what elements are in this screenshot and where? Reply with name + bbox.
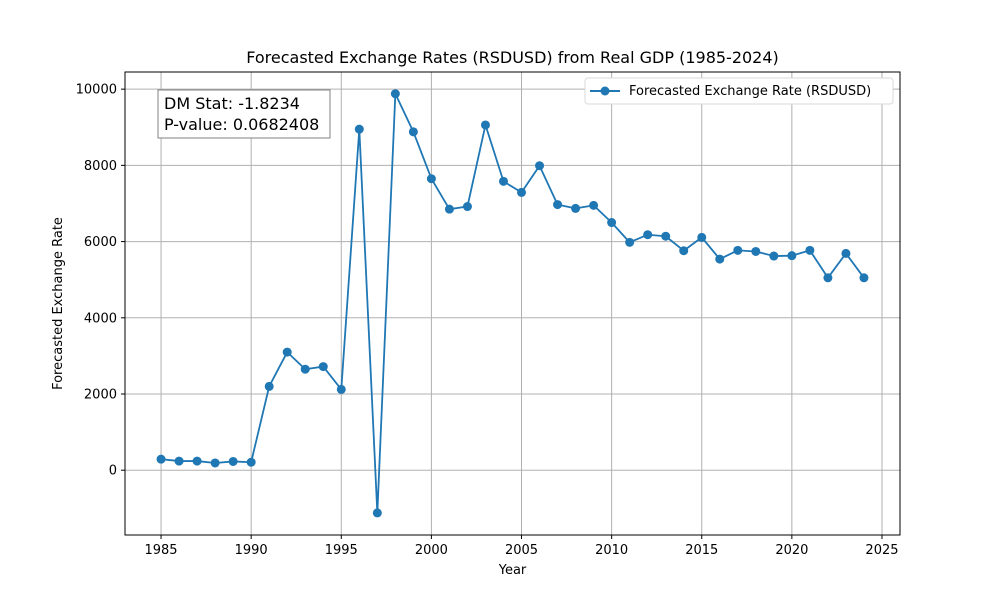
annotation-box-frame (157, 89, 331, 139)
data-point (336, 384, 346, 394)
data-point (228, 456, 238, 466)
legend-frame (584, 77, 894, 105)
chart-title: Forecasted Exchange Rates (RSDUSD) from … (246, 48, 779, 67)
x-axis-label: Year (498, 563, 527, 578)
data-point (553, 200, 563, 210)
x-tick-label: 1985 (144, 543, 177, 558)
y-axis: 0 2000 4000 6000 8000 10000 (76, 83, 125, 479)
x-tick-label: 2000 (415, 543, 448, 558)
data-point (643, 230, 653, 240)
x-tick-label: 2005 (505, 543, 538, 558)
y-tick-label: 0 (109, 464, 117, 479)
data-point (571, 203, 581, 213)
data-point (282, 347, 292, 357)
legend: Forecasted Exchange Rate (RSDUSD) (584, 77, 894, 105)
x-tick-label: 1995 (325, 543, 358, 558)
data-point (174, 456, 184, 466)
data-point (264, 381, 274, 391)
data-point (372, 508, 382, 518)
dm-stat-text: DM Stat: -1.8234 (164, 94, 300, 113)
data-point (498, 176, 508, 186)
data-point (535, 161, 545, 171)
data-point (426, 174, 436, 184)
data-point (390, 89, 400, 99)
y-tick-label: 10000 (76, 83, 117, 98)
grid (125, 72, 900, 535)
p-value-text: P-value: 0.0682408 (164, 115, 319, 134)
data-point (589, 200, 599, 210)
y-axis-label: Forecasted Exchange Rate (51, 217, 66, 390)
x-tick-label: 2025 (865, 543, 898, 558)
x-tick-label: 2010 (595, 543, 628, 558)
data-point (769, 251, 779, 261)
x-tick-label: 2015 (685, 543, 718, 558)
y-tick-label: 6000 (84, 235, 117, 250)
x-tick-label: 1990 (235, 543, 268, 558)
data-point (462, 202, 472, 212)
data-point (661, 231, 671, 241)
data-point (408, 127, 418, 137)
data-point (607, 218, 617, 228)
x-axis: 1985 1990 1995 2000 2005 2010 2015 2020 2025 (144, 535, 899, 558)
dm-stat-annotation: DM Stat: -1.8234 P-value: 0.0682408 (157, 89, 331, 139)
data-point (859, 273, 869, 283)
data-point (354, 124, 364, 134)
y-tick-label: 8000 (84, 159, 117, 174)
data-point (517, 187, 527, 197)
data-point (300, 364, 310, 374)
data-point (841, 248, 851, 258)
data-point (318, 362, 328, 372)
y-tick-label: 2000 (84, 388, 117, 403)
data-point (192, 456, 202, 466)
data-point (679, 246, 689, 256)
series-line (160, 92, 865, 514)
data-point (697, 232, 707, 242)
data-point (823, 273, 833, 283)
series-layer (156, 89, 869, 518)
data-point (210, 458, 220, 468)
legend-marker-swatch (600, 86, 610, 96)
data-point (715, 254, 725, 264)
data-point (625, 237, 635, 247)
y-tick-label: 4000 (84, 311, 117, 326)
x-tick-label: 2020 (775, 543, 808, 558)
plot-frame (124, 71, 901, 536)
data-point (733, 245, 743, 255)
data-point (480, 120, 490, 130)
data-point (751, 246, 761, 256)
legend-entry-label: Forecasted Exchange Rate (RSDUSD) (629, 84, 871, 99)
data-point (156, 454, 166, 464)
data-point (444, 204, 454, 214)
data-point (246, 457, 256, 467)
data-point (805, 245, 815, 255)
data-point (787, 251, 797, 261)
